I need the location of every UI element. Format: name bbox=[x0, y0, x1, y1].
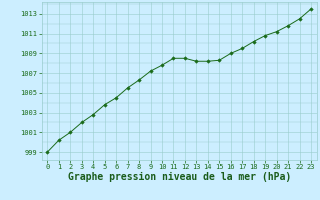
X-axis label: Graphe pression niveau de la mer (hPa): Graphe pression niveau de la mer (hPa) bbox=[68, 172, 291, 182]
